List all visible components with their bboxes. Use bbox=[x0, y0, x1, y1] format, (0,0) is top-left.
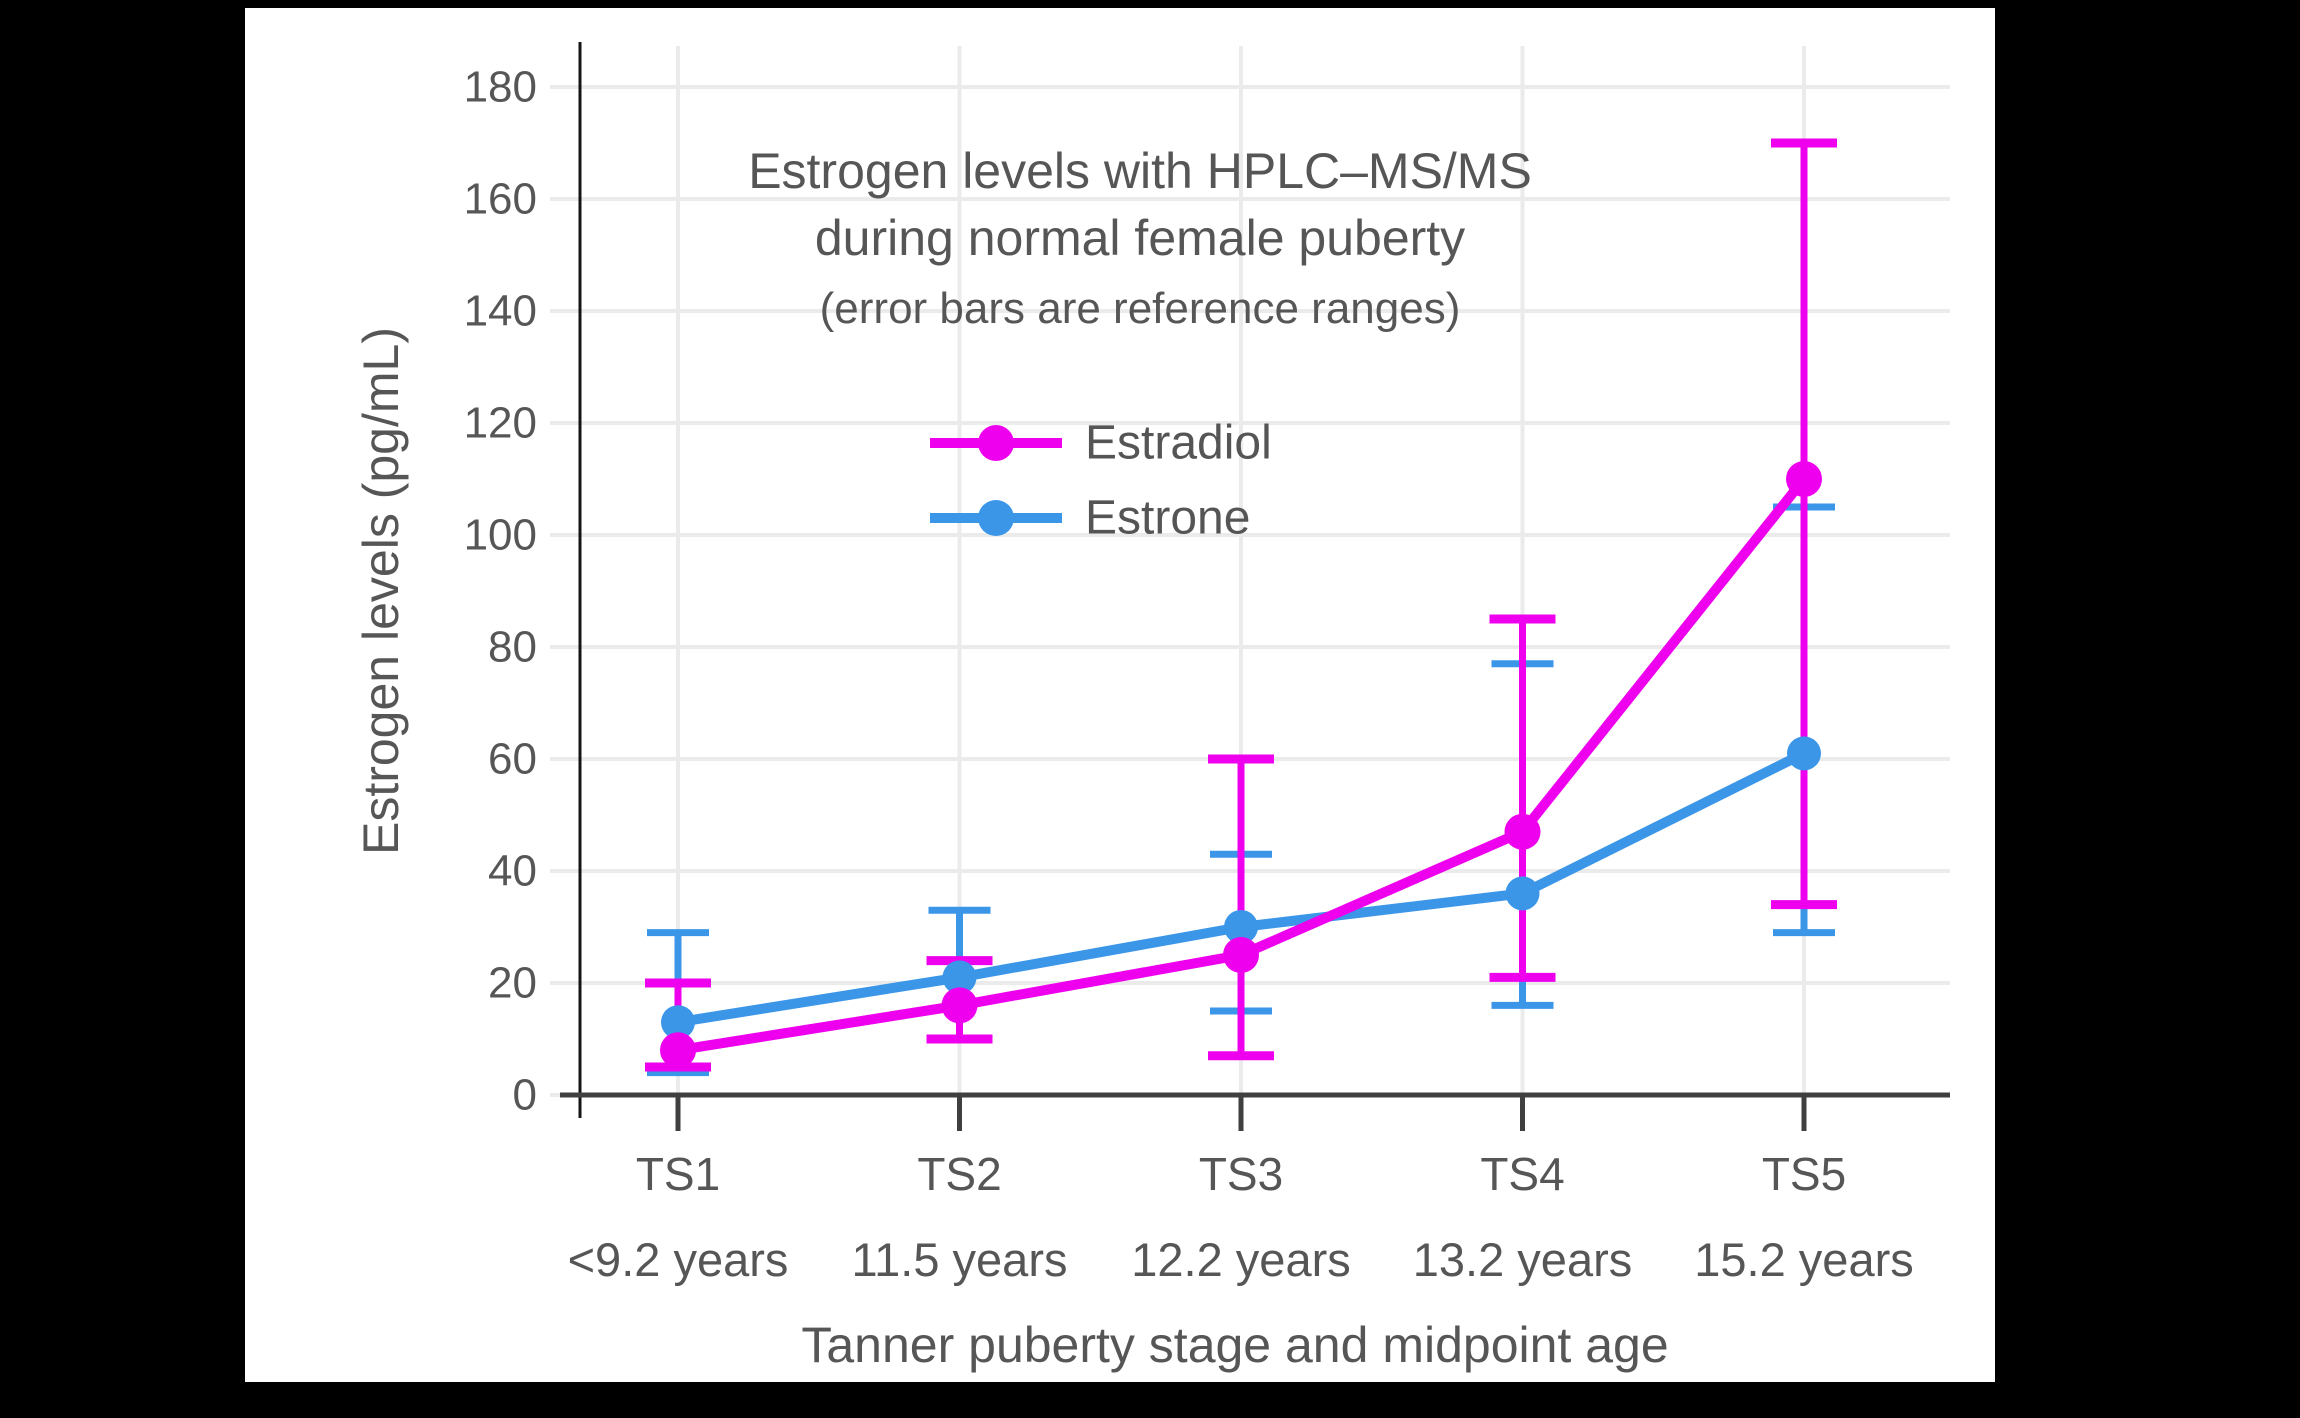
y-tick-label: 140 bbox=[464, 287, 537, 336]
x-tick-labels: TS1 TS2 TS3 TS4 TS5 <9.2 years 11.5 years 12.2 … bbox=[568, 1148, 1914, 1286]
error-bars-layer bbox=[645, 138, 1837, 1077]
series-markers-estradiol bbox=[660, 461, 1822, 1069]
y-tick-labels: 0 20 40 60 80 100 120 140 160 180 bbox=[464, 63, 537, 1120]
legend-label: Estradiol bbox=[1085, 417, 1272, 470]
data-point bbox=[941, 987, 978, 1024]
legend-item-estradiol: Estradiol bbox=[930, 417, 1272, 470]
data-point bbox=[661, 1005, 695, 1040]
y-tick-label: 20 bbox=[488, 959, 537, 1008]
series-markers-layer bbox=[660, 461, 1822, 1069]
data-point bbox=[1224, 910, 1258, 944]
legend-label: Estrone bbox=[1085, 492, 1250, 545]
x-age-label: 13.2 years bbox=[1413, 1233, 1632, 1286]
x-tick-label: TS4 bbox=[1480, 1148, 1564, 1200]
x-axis bbox=[560, 1092, 1950, 1131]
legend: Estradiol Estrone bbox=[930, 417, 1272, 545]
data-point bbox=[1786, 461, 1822, 497]
x-tick-label: TS1 bbox=[636, 1148, 720, 1200]
x-age-label: 11.5 years bbox=[852, 1233, 1068, 1286]
plot-panel bbox=[245, 8, 1995, 1382]
y-tick-label: 160 bbox=[464, 175, 537, 224]
chart-title: Estrogen levels with HPLC–MS/MS during no… bbox=[748, 143, 1532, 333]
y-tick-label: 100 bbox=[464, 511, 537, 560]
legend-marker-swatch bbox=[978, 500, 1014, 536]
series-markers-estrone bbox=[661, 736, 1821, 1040]
x-tick-label: TS5 bbox=[1762, 1148, 1846, 1200]
data-point bbox=[660, 1032, 696, 1069]
data-point bbox=[1505, 876, 1540, 911]
y-axis-title: Estrogen levels (pg/mL) bbox=[353, 327, 409, 855]
y-tick-label: 0 bbox=[513, 1071, 537, 1120]
data-point bbox=[942, 960, 977, 995]
y-tick-label: 120 bbox=[464, 399, 537, 448]
y-tick-label: 60 bbox=[488, 735, 537, 784]
x-age-label: <9.2 years bbox=[568, 1233, 789, 1286]
legend-item-estrone: Estrone bbox=[930, 492, 1250, 545]
gridlines bbox=[550, 46, 1950, 1097]
data-point bbox=[1504, 813, 1541, 850]
x-age-label: 15.2 years bbox=[1694, 1233, 1913, 1286]
x-axis-title: Tanner puberty stage and midpoint age bbox=[801, 1317, 1668, 1373]
x-tick-label: TS2 bbox=[917, 1148, 1001, 1200]
y-tick-label: 80 bbox=[488, 623, 537, 672]
y-tick-label: 180 bbox=[464, 63, 537, 112]
y-tick-label: 40 bbox=[488, 847, 537, 896]
data-point bbox=[1223, 937, 1259, 973]
legend-marker-swatch bbox=[978, 425, 1014, 461]
error-bars-estradiol bbox=[645, 138, 1837, 1072]
chart-subtitle: (error bars are reference ranges) bbox=[820, 284, 1461, 333]
chart-title-line1: Estrogen levels with HPLC–MS/MS bbox=[748, 143, 1532, 199]
chart-title-line2: during normal female puberty bbox=[815, 210, 1465, 266]
x-age-label: 12.2 years bbox=[1131, 1233, 1350, 1286]
data-point bbox=[1787, 736, 1821, 771]
x-tick-label: TS3 bbox=[1199, 1148, 1283, 1200]
